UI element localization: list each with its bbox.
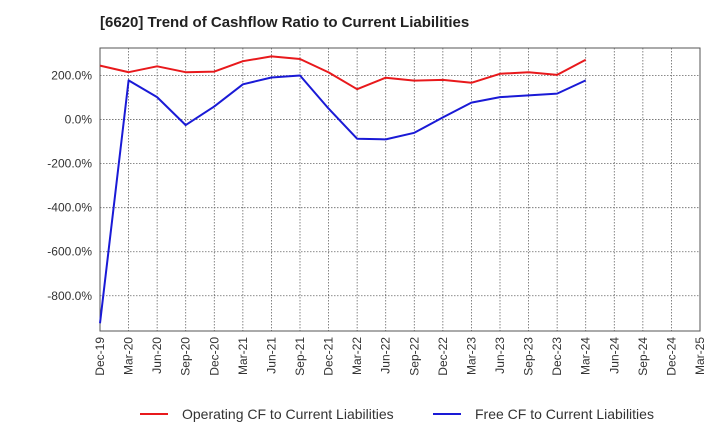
y-tick-label: -800.0% <box>47 289 92 303</box>
x-tick-label: Jun-24 <box>607 337 621 374</box>
x-tick-label: Mar-23 <box>464 337 478 375</box>
x-tick-label: Sep-20 <box>179 337 193 376</box>
y-tick-label: 0.0% <box>65 113 93 127</box>
x-tick-label: Mar-25 <box>693 337 707 375</box>
plot-frame <box>99 47 701 332</box>
x-tick-label: Dec-21 <box>322 337 336 376</box>
y-tick-label: -400.0% <box>47 201 92 215</box>
y-tick-label: -200.0% <box>47 157 92 171</box>
series-line-1 <box>99 55 587 91</box>
grid-layer <box>100 48 700 331</box>
x-tick-label: Sep-21 <box>293 337 307 376</box>
x-tick-label: Sep-24 <box>636 337 650 376</box>
x-tick-label: Mar-22 <box>350 337 364 375</box>
legend-label: Operating CF to Current Liabilities <box>182 406 394 422</box>
x-tick-label: Dec-19 <box>93 337 107 376</box>
series-layer <box>99 55 587 324</box>
legend-label: Free CF to Current Liabilities <box>475 406 654 422</box>
x-tick-label: Dec-24 <box>664 337 678 376</box>
chart-title: [6620] Trend of Cashflow Ratio to Curren… <box>100 14 470 31</box>
x-tick-label: Mar-24 <box>579 337 593 375</box>
x-tick-label: Dec-23 <box>550 337 564 376</box>
y-tick-label: 200.0% <box>51 69 92 83</box>
x-tick-label: Jun-20 <box>150 337 164 374</box>
x-tick-label: Sep-22 <box>407 337 421 376</box>
y-tick-label: -600.0% <box>47 245 92 259</box>
x-tick-label: Jun-23 <box>493 337 507 374</box>
x-tick-label: Mar-20 <box>122 337 136 375</box>
series-line-2 <box>99 74 587 324</box>
x-tick-label: Dec-22 <box>436 337 450 376</box>
legend: Operating CF to Current Liabilities Free … <box>140 406 654 422</box>
x-tick-label: Sep-23 <box>522 337 536 376</box>
x-tick-label: Dec-20 <box>207 337 221 376</box>
x-tick-label: Mar-21 <box>236 337 250 375</box>
y-tick-layer: 200.0% 0.0% -200.0% -400.0% -600.0% -800.0% <box>47 69 92 303</box>
x-tick-label: Jun-21 <box>264 337 278 374</box>
x-tick-label: Jun-22 <box>379 337 393 374</box>
x-tick-layer: Dec-19 Mar-20 Jun-20 Sep-20 Dec-20 Mar-21 Jun-… <box>93 337 707 376</box>
